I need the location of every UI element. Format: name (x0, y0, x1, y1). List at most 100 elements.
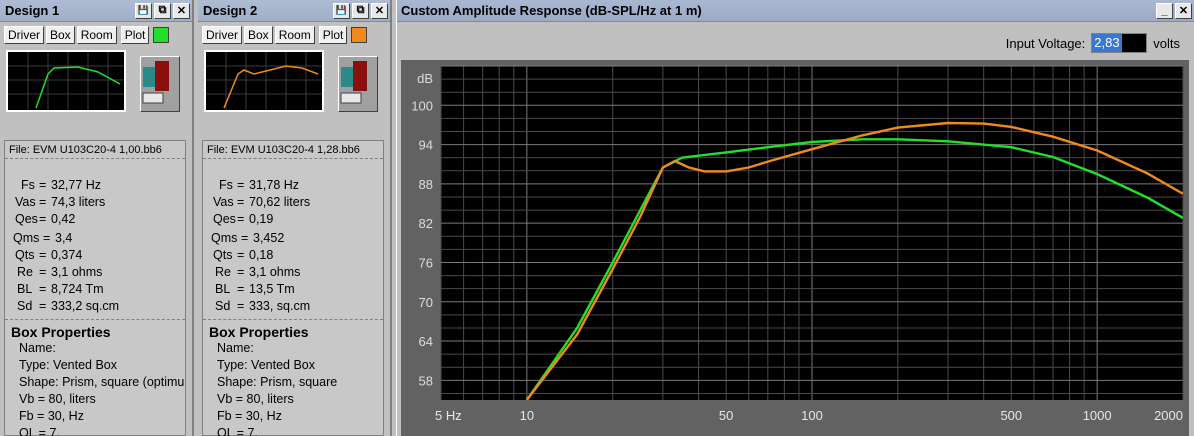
close-icon[interactable]: ✕ (1175, 2, 1192, 19)
design-1-details: File: EVM U103C20-4 1,00.bb6 Fs = 32,77 Hz… (4, 140, 186, 436)
design-1-tabs: Driver Box Room Plot (0, 22, 192, 46)
param-value: 3,4 (55, 231, 73, 245)
tab-plot[interactable]: Plot (318, 26, 348, 44)
param-value: 0,19 (249, 212, 274, 226)
design-panel-1: Design 1 💾 ⧉ ✕ Driver Box Room Plot (0, 0, 194, 436)
design-2-params: Fs = 31,78 Hz Vas = 70,62 liters Qes = 0,19 Qm… (203, 159, 383, 315)
param-label: Re (17, 265, 33, 279)
tab-driver[interactable]: Driver (4, 26, 44, 44)
x-tick-label: 50 (719, 408, 733, 423)
box-property: Name: (19, 341, 56, 355)
tab-box[interactable]: Box (46, 26, 75, 44)
x-tick-label: 2000 (1154, 408, 1183, 423)
y-tick-label: 88 (419, 177, 433, 192)
param-row: Qes = 0,42 (15, 212, 76, 226)
box-property: Fb = 30, Hz (217, 409, 282, 423)
design-2-response-thumbnail (204, 50, 324, 112)
param-value: 13,5 Tm (249, 282, 295, 296)
x-tick-label: 1000 (1083, 408, 1112, 423)
amplitude-response-window: Custom Amplitude Response (dB-SPL/Hz at … (396, 0, 1194, 436)
param-value: 3,452 (253, 231, 285, 245)
param-value: 0,18 (249, 248, 274, 262)
input-voltage-value[interactable]: 2,83 (1092, 34, 1122, 52)
param-label: Qms (211, 231, 238, 245)
minimize-icon[interactable]: _ (1156, 2, 1173, 19)
design-1-title: Design 1 (5, 3, 60, 18)
plot-color-swatch[interactable] (153, 27, 170, 43)
param-label: Fs (21, 178, 35, 192)
param-row: BL = 13,5 Tm (215, 282, 295, 296)
tab-room[interactable]: Room (274, 26, 315, 44)
param-row: Vas = 74,3 liters (15, 195, 106, 209)
copy-icon[interactable]: ⧉ (352, 2, 369, 19)
input-voltage-row: Input Voltage: 2,83 volts (1006, 33, 1180, 53)
design-1-response-thumbnail (6, 50, 126, 112)
param-value: 333,2 sq.cm (51, 299, 120, 313)
input-voltage-unit: volts (1153, 35, 1180, 51)
param-value: 74,3 liters (51, 195, 106, 209)
param-value: 3,1 ohms (51, 265, 103, 279)
save-icon[interactable]: 💾 (333, 2, 350, 19)
speaker-icon (338, 56, 378, 112)
param-label: Qms (13, 231, 40, 245)
param-row: Re = 3,1 ohms (215, 265, 301, 279)
x-tick-label: 500 (1000, 408, 1022, 423)
design-2-details: File: EVM U103C20-4 1,28.bb6 Fs = 31,78 Hz… (202, 140, 384, 436)
box-property: Vb = 80, liters (19, 392, 96, 406)
param-label: Qts (213, 248, 233, 262)
close-icon[interactable]: ✕ (173, 2, 190, 19)
design-1-thumbnail-area (4, 50, 188, 112)
param-row: Sd = 333,2 sq.cm (17, 299, 120, 313)
x-tick-label: 5 Hz (435, 408, 462, 423)
input-voltage-field[interactable]: 2,83 (1091, 33, 1148, 53)
divider (5, 319, 185, 320)
box-property: Type: Vented Box (217, 358, 315, 372)
param-row: Qms = 3,452 (211, 231, 285, 245)
param-value: 8,724 Tm (51, 282, 104, 296)
param-label: Re (215, 265, 231, 279)
copy-icon[interactable]: ⧉ (154, 2, 171, 19)
speaker-icon (140, 56, 180, 112)
y-tick-label: 100 (411, 98, 433, 113)
close-icon[interactable]: ✕ (371, 2, 388, 19)
plot-frame: 58 64 70 76 82 88 94 100 dB 5 Hz 10 50 100 500 1000 200… (401, 60, 1189, 436)
box-property: Fb = 30, Hz (19, 409, 84, 423)
param-label: Sd (215, 299, 231, 313)
param-value: 3,1 ohms (249, 265, 301, 279)
box-property: Vb = 80, liters (217, 392, 294, 406)
box-property: QL = 7, (217, 426, 258, 436)
save-icon[interactable]: 💾 (135, 2, 152, 19)
box-property: Shape: Prism, square (217, 375, 338, 389)
param-row: Re = 3,1 ohms (17, 265, 103, 279)
param-label: Qts (15, 248, 35, 262)
design-2-tabs: Driver Box Room Plot (198, 22, 390, 46)
y-tick-label: 64 (419, 334, 433, 349)
tab-box[interactable]: Box (244, 26, 273, 44)
param-label: Fs (219, 178, 233, 192)
tab-room[interactable]: Room (76, 26, 117, 44)
design-2-titlebar: Design 2 💾 ⧉ ✕ (198, 0, 390, 22)
param-label: BL (215, 282, 231, 296)
box-properties-header: Box Properties (209, 324, 309, 340)
param-value: 31,78 Hz (249, 178, 300, 192)
box-properties-header: Box Properties (11, 324, 111, 340)
param-label: Qes (15, 212, 38, 226)
box-property: Type: Vented Box (19, 358, 117, 372)
y-axis-label: dB (417, 71, 433, 86)
box-property: QL = 7, (19, 426, 60, 436)
tab-plot[interactable]: Plot (120, 26, 150, 44)
plot-color-swatch[interactable] (351, 27, 368, 43)
param-label: Sd (17, 299, 33, 313)
design-2-thumbnail-area (202, 50, 386, 112)
series-line-2 (525, 121, 1183, 400)
input-voltage-label: Input Voltage: (1005, 35, 1086, 51)
box-property: Name: (217, 341, 254, 355)
x-tick-label: 10 (520, 408, 534, 423)
param-value: 0,42 (51, 212, 76, 226)
thumbnail-graph (8, 52, 124, 110)
chart-window-title: Custom Amplitude Response (dB-SPL/Hz at … (401, 3, 702, 18)
design-1-params: Fs = 32,77 Hz Vas = 74,3 liters Qes = 0,42 Qms… (5, 159, 185, 315)
param-value: 333, sq.cm (249, 299, 311, 313)
tab-driver[interactable]: Driver (202, 26, 242, 44)
